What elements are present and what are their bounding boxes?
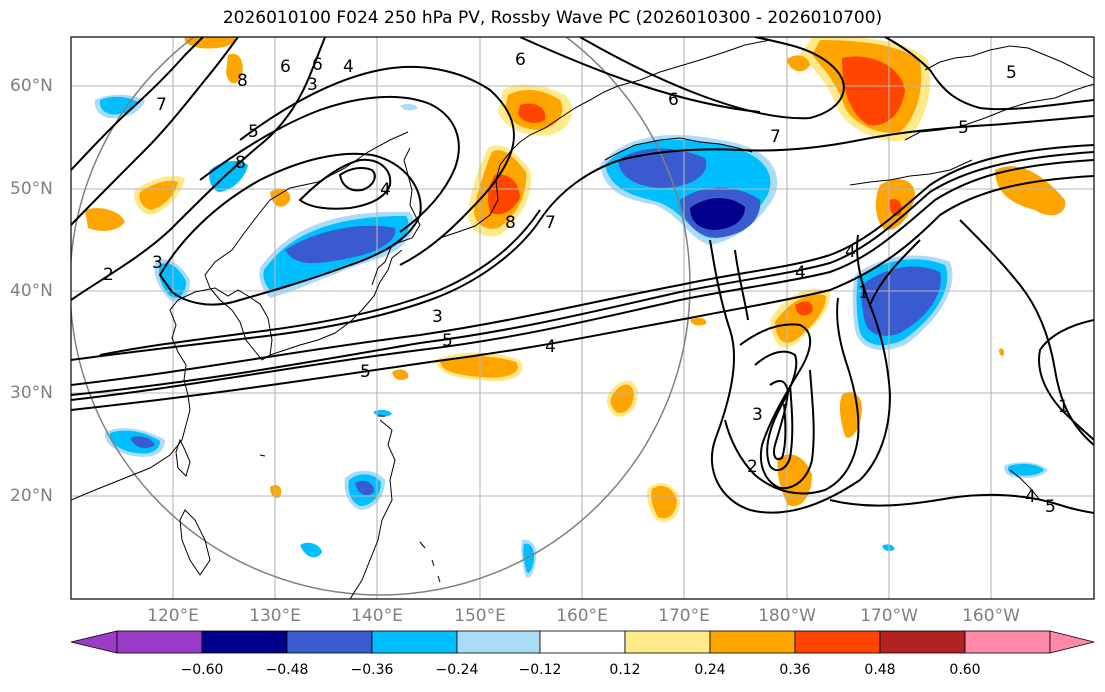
svg-text:5: 5 xyxy=(1045,497,1056,517)
svg-text:3: 3 xyxy=(152,253,163,273)
colorbar-tick: 0.12 xyxy=(609,662,641,678)
colorbar-low-extension xyxy=(70,630,118,654)
svg-text:7: 7 xyxy=(156,95,167,115)
colorbar-tick: −0.60 xyxy=(180,662,224,678)
lat-label-60n: 60°N xyxy=(10,76,53,96)
lon-label-170w: 170°W xyxy=(860,606,918,626)
svg-text:1: 1 xyxy=(1058,397,1069,417)
svg-text:8: 8 xyxy=(237,71,248,91)
range-ring xyxy=(71,37,691,596)
lon-label-180w: 180°W xyxy=(758,606,816,626)
svg-text:2: 2 xyxy=(747,457,758,477)
svg-text:6: 6 xyxy=(312,55,323,75)
lon-label-160e: 160°E xyxy=(556,606,608,626)
map-frame xyxy=(70,36,1095,600)
contour-labels: 6 8 6 4 3 7 5 8 4 2 3 7 8 6 7 5 6 5 4 4 … xyxy=(103,50,1069,517)
lat-label-20n: 20°N xyxy=(10,486,53,506)
svg-text:6: 6 xyxy=(280,57,291,77)
colorbar-tick: −0.12 xyxy=(518,662,562,678)
svg-text:5: 5 xyxy=(1006,63,1017,83)
colorbar-high-extension xyxy=(1049,630,1095,654)
svg-text:4: 4 xyxy=(380,180,391,200)
lon-label-120e: 120°E xyxy=(147,606,199,626)
lon-label-130e: 130°E xyxy=(249,606,301,626)
svg-text:5: 5 xyxy=(360,362,371,382)
lat-label-50n: 50°N xyxy=(10,179,53,199)
svg-text:4: 4 xyxy=(845,242,856,262)
colorbar-tick: 0.48 xyxy=(864,662,896,678)
lon-label-150e: 150°E xyxy=(454,606,506,626)
svg-text:4: 4 xyxy=(795,263,806,283)
lon-label-170e: 170°E xyxy=(658,606,710,626)
svg-text:8: 8 xyxy=(505,213,516,233)
lon-label-140e: 140°E xyxy=(351,606,403,626)
lon-label-160w: 160°W xyxy=(962,606,1020,626)
svg-text:2: 2 xyxy=(103,265,114,285)
svg-text:7: 7 xyxy=(545,213,556,233)
colorbar-tick: 0.24 xyxy=(694,662,726,678)
svg-text:4: 4 xyxy=(343,57,354,77)
svg-text:6: 6 xyxy=(668,90,679,110)
svg-text:6: 6 xyxy=(515,50,526,70)
svg-text:3: 3 xyxy=(432,307,443,327)
svg-text:5: 5 xyxy=(248,122,259,142)
svg-text:7: 7 xyxy=(770,127,781,147)
colorbar-tick: 0.60 xyxy=(949,662,981,678)
colorbar-tick: −0.24 xyxy=(435,662,479,678)
map-title: 2026010100 F024 250 hPa PV, Rossby Wave … xyxy=(222,8,883,28)
colorbar-tick: −0.36 xyxy=(350,662,394,678)
colorbar-tick: 0.36 xyxy=(779,662,811,678)
colorbar-tick: −0.48 xyxy=(265,662,309,678)
svg-text:5: 5 xyxy=(442,331,453,351)
svg-text:4: 4 xyxy=(1025,487,1036,507)
colorbar xyxy=(70,630,1095,654)
svg-text:5: 5 xyxy=(958,118,969,138)
svg-text:1: 1 xyxy=(858,283,869,303)
lat-label-30n: 30°N xyxy=(10,383,53,403)
gridlines xyxy=(71,37,1094,599)
pv-contours xyxy=(71,37,1094,514)
svg-text:3: 3 xyxy=(307,75,318,95)
svg-text:4: 4 xyxy=(545,337,556,357)
svg-text:3: 3 xyxy=(752,405,763,425)
rossby-pc-shading xyxy=(85,37,1066,578)
lat-label-40n: 40°N xyxy=(10,281,53,301)
svg-text:8: 8 xyxy=(235,153,246,173)
